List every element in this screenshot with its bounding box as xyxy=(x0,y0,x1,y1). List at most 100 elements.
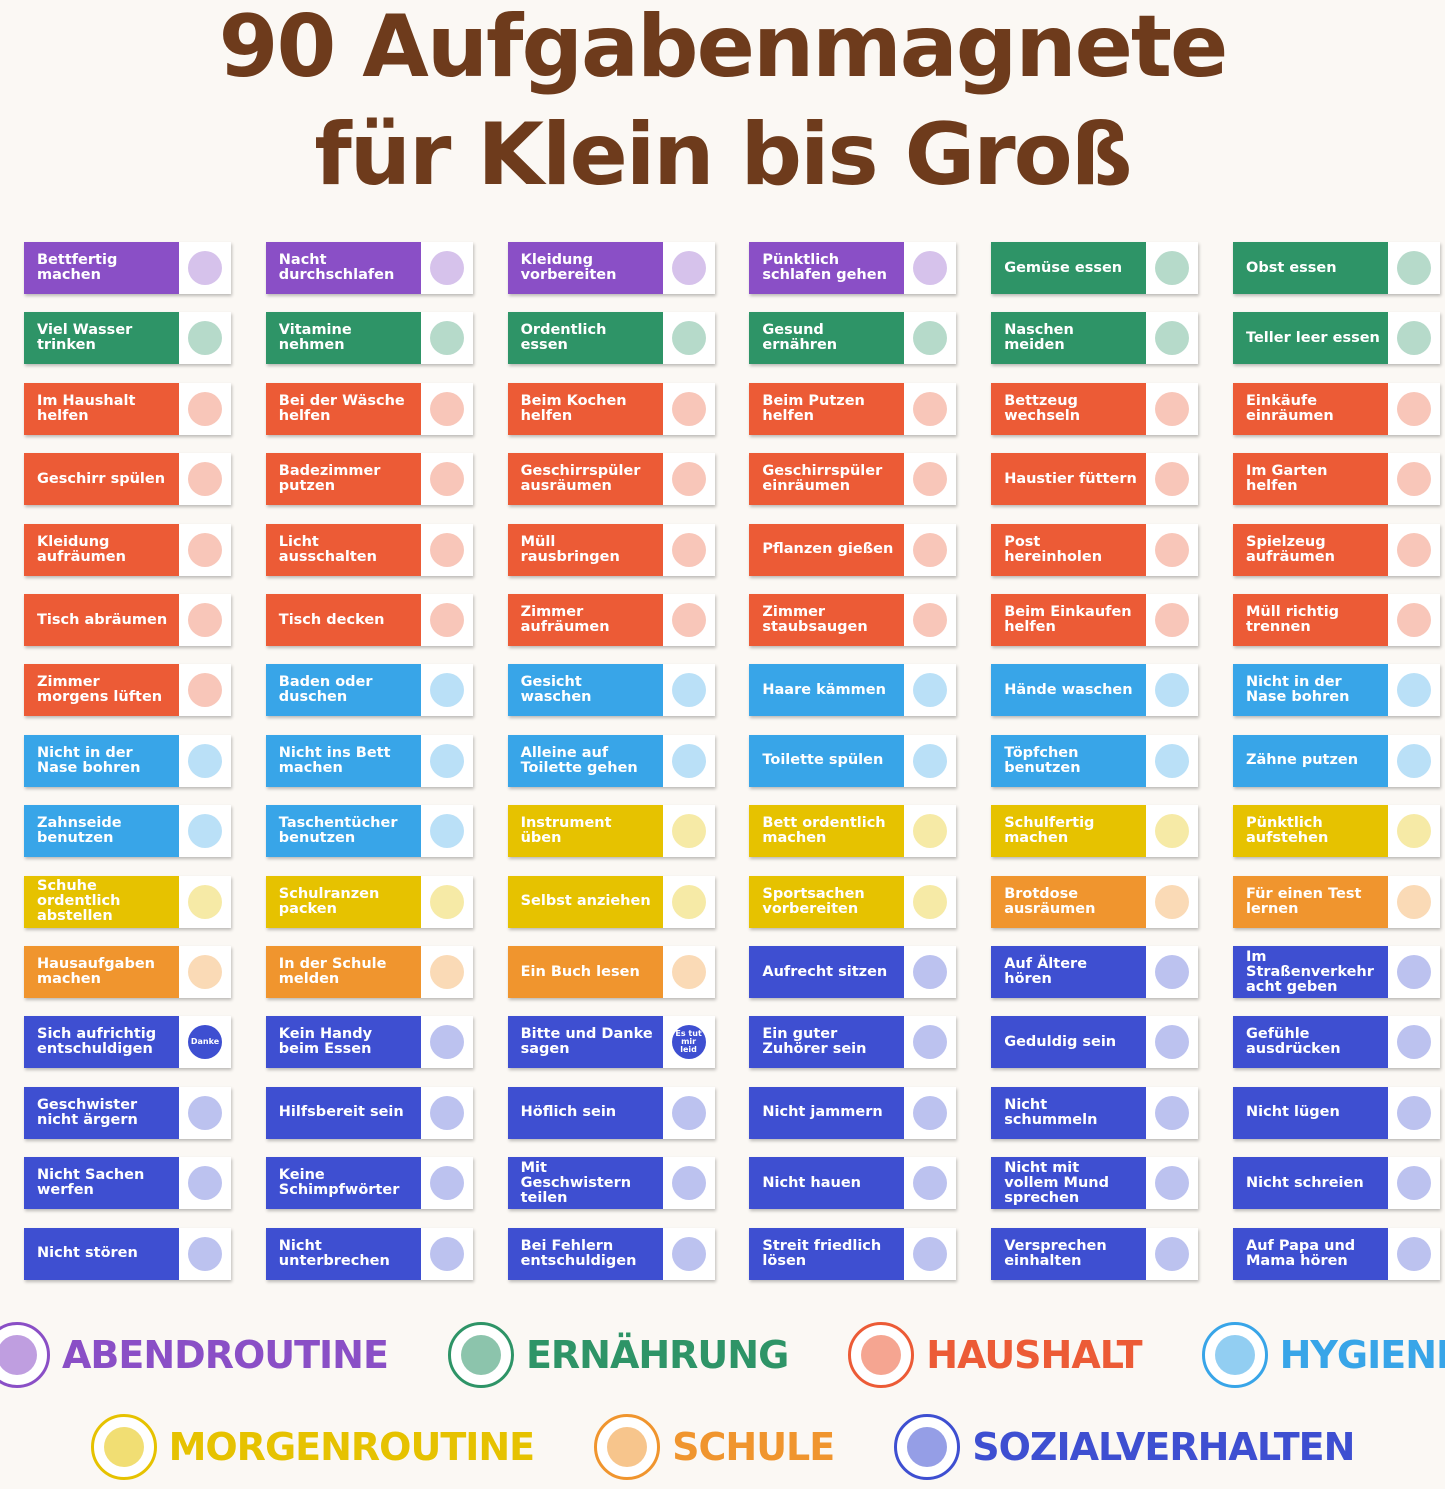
magnet-label: Bitte und Danke sagen xyxy=(507,1016,663,1069)
magnet-label: Post hereinholen xyxy=(991,523,1147,576)
magnet: Licht ausschalten xyxy=(265,523,473,576)
magnet: Nicht in der Nase bohren xyxy=(1233,664,1440,717)
icon xyxy=(1397,673,1431,708)
magnet-label: Hilfsbereit sein xyxy=(265,1086,421,1139)
icon xyxy=(429,391,464,426)
legend-item: SOZIALVERHALTEN xyxy=(894,1414,1355,1480)
magnet-label: Obst essen xyxy=(1233,242,1388,294)
magnet-label: Tisch decken xyxy=(265,594,421,646)
magnet: Baden oder duschen xyxy=(265,664,473,717)
magnet: Nicht schummeln xyxy=(991,1086,1199,1139)
icon xyxy=(913,391,948,426)
magnet-label: Bettfertig machen xyxy=(24,242,179,294)
magnet: Beim Einkaufen helfen xyxy=(991,594,1199,646)
icon xyxy=(1155,532,1190,567)
magnet-label: Streit friedlich lösen xyxy=(749,1227,905,1280)
magnet: Auf Papa und Mama hören xyxy=(1233,1227,1440,1280)
magnet-label: Nicht ins Bett machen xyxy=(265,734,421,787)
magnet-label: Haustier füttern xyxy=(991,453,1147,506)
magnet: Post hereinholen xyxy=(991,523,1199,576)
magnet-label: Bettzeug wechseln xyxy=(991,382,1147,435)
magnet-label: Beim Putzen helfen xyxy=(749,382,905,435)
magnet: Nicht hauen xyxy=(749,1157,957,1210)
magnet-icon xyxy=(179,523,231,576)
icon xyxy=(671,1166,706,1201)
magnet-label: Zimmer morgens lüften xyxy=(24,664,179,717)
icon xyxy=(1155,743,1190,778)
magnet: Pünktlich aufstehen xyxy=(1233,805,1440,858)
magnet: Im Garten helfen xyxy=(1233,453,1440,506)
icon xyxy=(1155,1095,1190,1130)
icon xyxy=(1397,391,1431,426)
icon xyxy=(671,884,706,919)
magnet-icon xyxy=(179,1157,231,1210)
magnet-icon xyxy=(1146,1157,1199,1210)
magnet-label: Alleine auf Toilette gehen xyxy=(507,734,663,787)
magnet-icon xyxy=(662,734,715,787)
magnet-label: Müll richtig trennen xyxy=(1233,594,1388,646)
magnet-icon xyxy=(179,875,231,928)
magnet: Gesund ernähren xyxy=(749,312,957,365)
magnet-label: Pünktlich aufstehen xyxy=(1233,805,1388,858)
magnet-label: Teller leer essen xyxy=(1233,312,1388,365)
magnet: Nacht durchschlafen xyxy=(265,242,473,294)
magnet-icon xyxy=(1146,523,1199,576)
magnet-label: Taschentücher benutzen xyxy=(265,805,421,858)
magnet-label: Mit Geschwistern teilen xyxy=(507,1157,663,1210)
icon xyxy=(671,1095,706,1130)
icon xyxy=(671,743,706,778)
magnet: Zimmer morgens lüften xyxy=(24,664,231,717)
icon xyxy=(913,462,948,497)
legend-icon xyxy=(90,1414,157,1480)
magnet-icon xyxy=(1388,242,1440,294)
magnet: Viel Wasser trinken xyxy=(24,312,231,365)
magnet-icon xyxy=(1146,946,1199,998)
icon xyxy=(1397,251,1431,285)
magnet-label: Im Garten helfen xyxy=(1233,453,1388,506)
magnet: Nicht unterbrechen xyxy=(265,1227,473,1280)
magnet-icon xyxy=(179,1227,231,1280)
magnet-icon xyxy=(1146,664,1199,717)
icon xyxy=(1397,743,1431,778)
legend-label: SCHULE xyxy=(672,1425,835,1469)
magnet-label: Töpfchen benutzen xyxy=(991,734,1147,787)
magnet-label: Gemüse essen xyxy=(991,242,1147,294)
magnet-icon xyxy=(420,312,473,365)
icon xyxy=(1397,1166,1431,1201)
magnet-icon xyxy=(420,382,473,435)
magnet: Schulfertig machen xyxy=(991,805,1199,858)
magnet-label: Nicht in der Nase bohren xyxy=(24,734,179,787)
magnet: Kein Handy beim Essen xyxy=(265,1016,473,1069)
magnet: Haustier füttern xyxy=(991,453,1199,506)
icon xyxy=(913,603,948,637)
magnet-label: Viel Wasser trinken xyxy=(24,312,179,365)
magnet-label: Sich aufrichtig entschuldigen xyxy=(24,1016,179,1069)
magnet: Instrument üben xyxy=(507,805,715,858)
icon xyxy=(861,1335,902,1375)
magnet-label: Auf Papa und Mama hören xyxy=(1233,1227,1388,1280)
icon xyxy=(1397,462,1431,497)
magnet-icon xyxy=(904,1086,957,1139)
magnet-icon xyxy=(420,1227,473,1280)
magnet-label: Nicht Sachen werfen xyxy=(24,1157,179,1210)
magnet-icon xyxy=(1388,946,1440,998)
magnet: Geschirrspüler einräumen xyxy=(749,453,957,506)
magnet-label: Brotdose ausräumen xyxy=(991,875,1147,928)
icon xyxy=(1155,1236,1190,1271)
magnet-label: Geschirrspüler ausräumen xyxy=(507,453,663,506)
magnet-label: Ein Buch lesen xyxy=(507,946,663,998)
magnet-label: Zimmer aufräumen xyxy=(507,594,663,646)
icon: Danke xyxy=(188,1025,222,1060)
magnet-icon xyxy=(1388,664,1440,717)
magnet-label: Zimmer staubsaugen xyxy=(749,594,905,646)
icon xyxy=(671,532,706,567)
legend-item: ERNÄHRUNG xyxy=(447,1322,789,1388)
legend-item: HAUSHALT xyxy=(848,1322,1143,1388)
icon xyxy=(188,743,222,778)
icon xyxy=(188,884,222,919)
icon xyxy=(188,814,222,849)
magnet: Keine Schimpfwörter xyxy=(265,1157,473,1210)
icon xyxy=(429,1095,464,1130)
magnet-label: Instrument üben xyxy=(507,805,663,858)
